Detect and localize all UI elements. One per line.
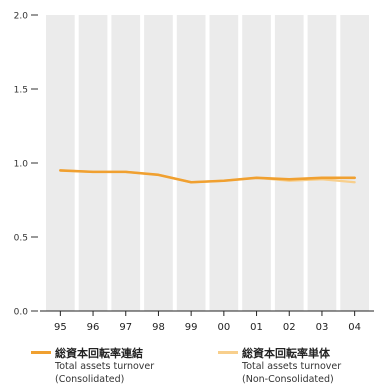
column-band [242, 15, 271, 311]
y-tick-label: 2.0 [14, 12, 29, 22]
legend-subtitle2-consolidated: (Consolidated) [55, 374, 125, 385]
x-tick-label: 02 [283, 322, 296, 333]
legend-swatch-consolidated [31, 351, 51, 354]
x-tick-label: 97 [119, 322, 132, 333]
x-tick-label: 00 [217, 322, 230, 333]
column-band [176, 15, 206, 311]
column-band [78, 15, 108, 311]
legend-subtitle-non-consolidated: Total assets turnover [242, 361, 342, 372]
series-line-consolidated [59, 169, 356, 184]
legend-label-non-consolidated: 総資本回転率単体 [242, 347, 330, 360]
legend-label-consolidated: 総資本回転率連結 [55, 347, 143, 360]
y-tick-label: 1.5 [14, 86, 28, 96]
legend-swatch-non-consolidated [218, 351, 238, 354]
column-band [209, 15, 239, 311]
column-band [46, 15, 75, 311]
x-tick-label: 01 [250, 322, 263, 333]
x-tick-label: 04 [348, 322, 361, 333]
legend-subtitle2-non-consolidated: (Non-Consolidated) [242, 374, 334, 385]
y-tick-label: 0.5 [14, 234, 28, 244]
legend-subtitle-consolidated: Total assets turnover [55, 361, 155, 372]
x-tick-label: 95 [54, 322, 67, 333]
column-band [144, 15, 173, 311]
y-tick-label: 1.0 [14, 160, 29, 170]
x-tick-label: 03 [316, 322, 329, 333]
x-tick-label: 98 [152, 322, 165, 333]
column-band [340, 15, 369, 311]
line-chart: 2.0 1.5 1.0 0.5 0.0 95 96 97 98 99 00 01 02 03 04 [14, 12, 374, 333]
column-band [274, 15, 304, 311]
x-tick-label: 99 [185, 322, 198, 333]
y-tick-label: 0.0 [14, 308, 29, 318]
column-band [111, 15, 141, 311]
x-tick-label: 96 [87, 322, 100, 333]
column-band [307, 15, 337, 311]
